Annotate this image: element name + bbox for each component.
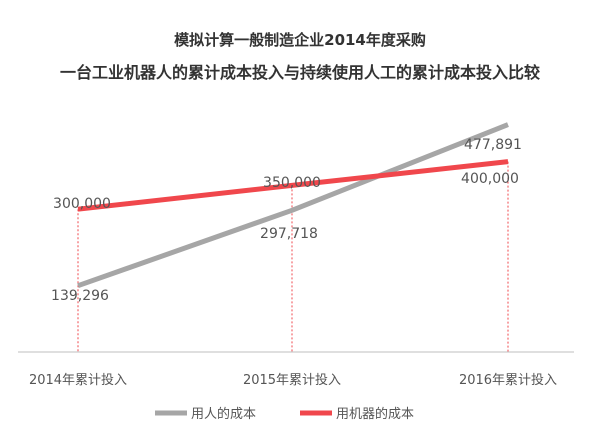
x-tick-label: 2016年累计投入 xyxy=(459,372,557,388)
legend-label: 用人的成本 xyxy=(191,406,256,422)
data-label: 350,000 xyxy=(263,175,321,191)
series-lines xyxy=(77,122,509,289)
x-tick-label: 2015年累计投入 xyxy=(243,372,341,388)
chart-title: 模拟计算一般制造企业2014年度采购 xyxy=(174,31,426,49)
data-label: 300,000 xyxy=(53,196,111,212)
data-label: 400,000 xyxy=(461,171,519,187)
x-tick-label: 2014年累计投入 xyxy=(29,372,127,388)
data-labels: 139,296 297,718 477,891 300,000 350,000 400,0… xyxy=(51,137,522,304)
data-label: 297,718 xyxy=(260,226,318,242)
legend: 用人的成本 用机器的成本 xyxy=(155,406,414,422)
data-label: 477,891 xyxy=(464,137,522,153)
x-axis-tick-labels: 2014年累计投入 2015年累计投入 2016年累计投入 xyxy=(29,372,557,388)
data-label: 139,296 xyxy=(51,288,109,304)
series-line-1 xyxy=(77,159,509,212)
chart-subtitle: 一台工业机器人的累计成本投入与持续使用人工的累计成本投入比较 xyxy=(60,63,540,82)
series-line-0 xyxy=(77,122,509,289)
legend-label: 用机器的成本 xyxy=(336,406,414,422)
